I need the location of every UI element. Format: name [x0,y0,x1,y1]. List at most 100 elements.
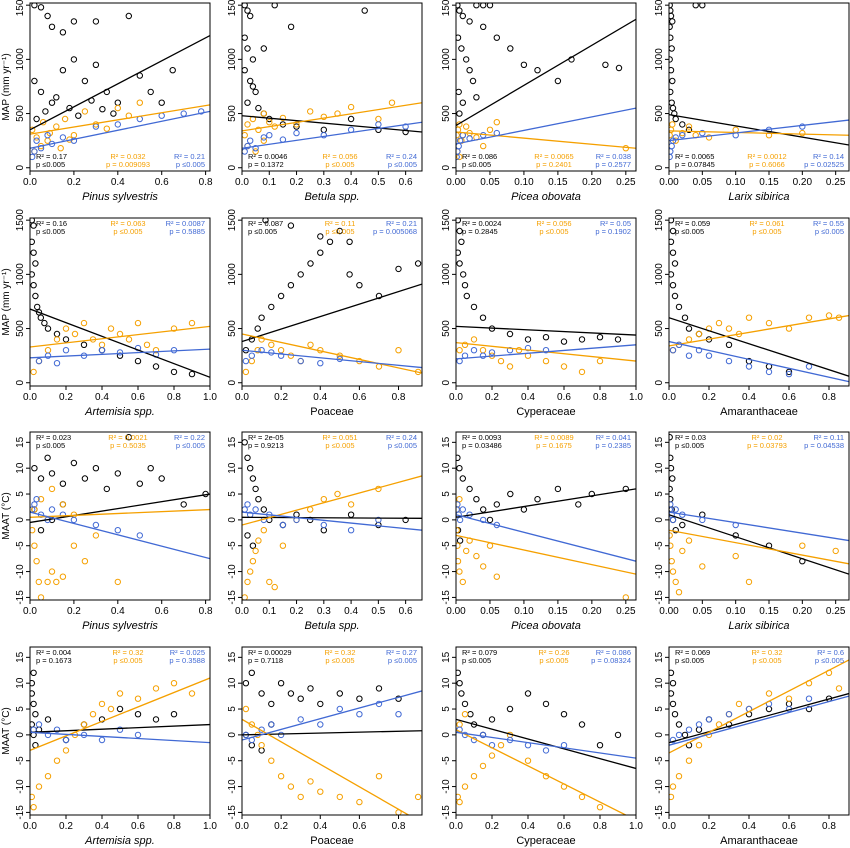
data-point [669,434,673,441]
x-tick-label: 0.10 [514,177,534,188]
data-point [479,762,487,770]
data-point [248,352,256,359]
x-tick-label: 0.15 [548,177,568,188]
data-point [35,357,43,365]
data-point [402,123,409,130]
data-point [297,793,304,801]
stat-r2: R² = 0.16 [36,219,67,228]
data-point [107,705,115,713]
y-tick-label: 500 [15,105,26,122]
data-point [524,690,532,697]
stat-r2: R² = 0.03 [675,433,706,442]
data-point [466,67,473,74]
data-point [136,99,144,106]
data-point [486,126,494,134]
regression-line [30,677,210,751]
data-point [30,218,35,224]
data-point [33,115,40,123]
stat-p: p ≤0.005 [539,227,568,236]
y-tick-label: -10 [441,779,452,794]
regression-line [242,511,422,531]
data-point [456,516,464,524]
data-point [506,363,514,370]
stat-p: p ≤0.005 [176,160,205,169]
x-tick-label: 0.2 [485,392,499,403]
data-point [395,711,402,718]
x-tick-label: 0.0 [235,606,249,617]
data-point [375,685,383,692]
x-tick-label: 0.4 [111,177,125,188]
data-point [669,669,675,676]
stat-r2: R² = 0.023 [36,433,71,442]
data-point [347,501,355,508]
data-point [669,282,677,289]
x-tick-label: 1.0 [203,392,217,403]
data-point [456,454,461,461]
y-tick-label: 10 [15,677,26,689]
data-point [252,88,259,96]
x-tick-label: 0.8 [199,177,213,188]
data-point [136,480,144,487]
data-point [62,347,70,354]
data-point [89,711,97,718]
data-point [459,99,466,106]
data-point [672,506,679,513]
x-tick-label: 0.25 [616,606,636,617]
plot-frame [241,646,423,816]
data-point [152,363,160,370]
x-tick-label: 0.0 [449,821,463,832]
data-point [480,142,487,150]
data-point [361,7,368,14]
x-tick-label: 0.0 [662,821,676,832]
regression-line [669,695,849,746]
y-tick-label: 1500 [15,209,26,232]
data-point [414,793,422,801]
data-point [456,537,464,544]
data-point [699,563,706,570]
x-tick-label: 0.4 [521,392,535,403]
data-point [170,680,178,687]
y-tick-label: 1500 [441,0,452,16]
data-point [685,325,693,332]
data-point [685,336,693,343]
data-point [254,325,261,332]
data-point [669,7,674,14]
data-point [615,64,623,72]
data-point [247,568,254,575]
data-point [30,804,37,811]
data-point [669,56,673,63]
data-point [346,238,353,246]
data-point [458,238,465,246]
data-point [542,747,550,754]
y-tick-label: 15 [654,436,665,448]
regression-line [456,729,628,815]
data-point [80,319,88,327]
x-tick-label: 0.0 [23,606,37,617]
stat-p: p ≤0.005 [325,227,354,236]
x-tick-label: 0.4 [111,606,125,617]
data-point [152,685,160,692]
data-point [170,711,178,718]
regression-line [669,659,849,754]
y-tick-label: 0 [15,165,26,171]
data-point [62,336,70,343]
regression-line [456,131,636,149]
y-tick-label: -10 [227,779,238,794]
x-axis-label: Betula spp. [304,620,359,632]
data-point [268,700,275,708]
data-point [44,132,51,139]
data-point [37,475,45,482]
data-point [44,352,52,359]
data-point [170,325,178,332]
x-tick-label: 0.25 [826,606,846,617]
data-point [277,731,285,739]
data-point [669,501,674,508]
x-tick-label: 0.8 [167,392,181,403]
stat-p: p ≤0.005 [815,227,844,236]
data-point [279,542,287,549]
data-point [248,742,256,749]
y-tick-label: 10 [15,462,26,474]
x-axis-label: Cyperaceae [516,835,575,847]
data-point [244,532,251,539]
data-point [785,368,793,376]
